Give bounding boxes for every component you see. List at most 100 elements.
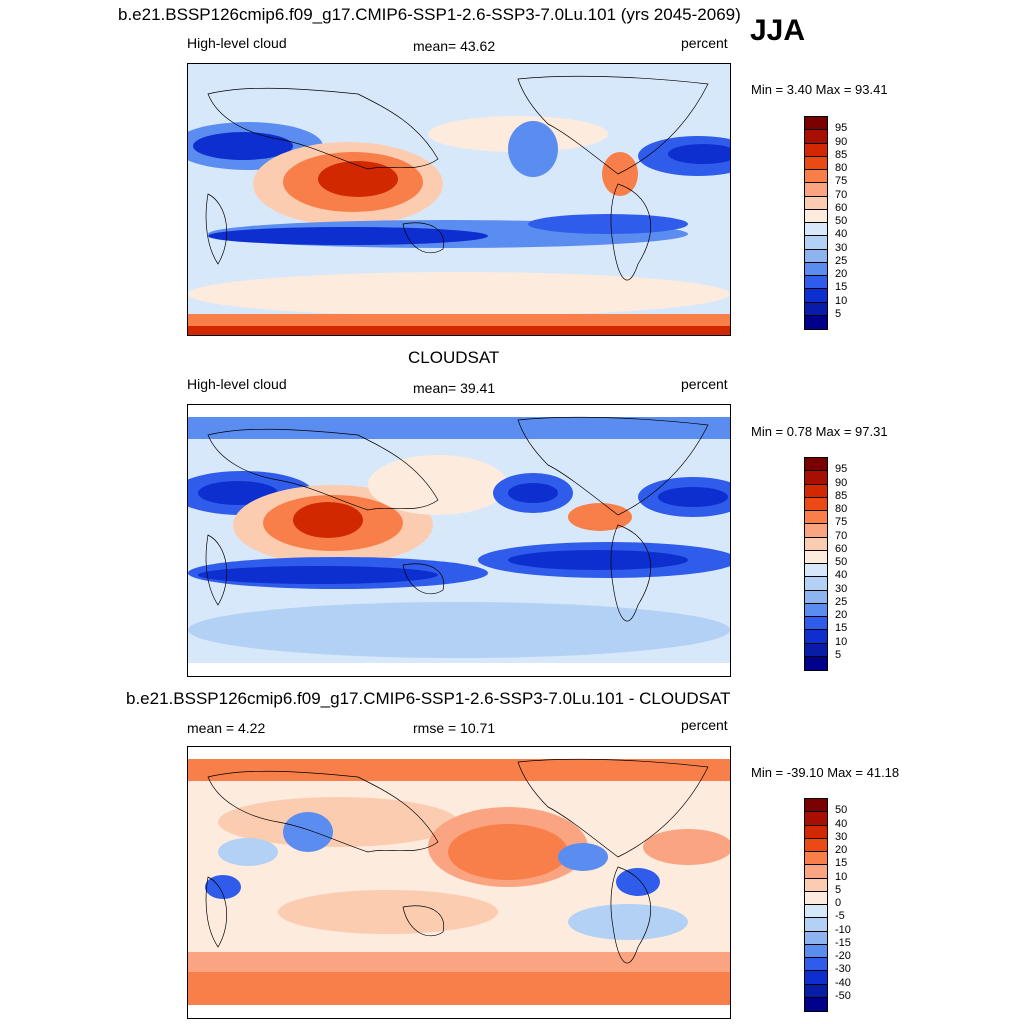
colorbar-swatch	[805, 223, 827, 237]
colorbar-tick-label: 70	[835, 188, 848, 201]
colorbar-tick-label: 90	[835, 135, 848, 148]
colorbar-tick-label: -10	[835, 923, 851, 936]
colorbar-tick-label: 15	[835, 622, 848, 635]
colorbar-swatch	[805, 289, 827, 303]
colorbar-swatch	[805, 984, 827, 998]
panel3-colorbar	[804, 798, 828, 1012]
colorbar-swatch	[805, 617, 827, 631]
colorbar-swatch	[805, 209, 827, 223]
panel2-units-label: percent	[681, 376, 728, 392]
colorbar-tick-label: 20	[835, 609, 848, 621]
colorbar-swatch	[805, 825, 827, 839]
colorbar-tick-label: 40	[835, 569, 848, 582]
colorbar-tick-label: 20	[835, 844, 848, 856]
colorbar-swatch	[805, 997, 827, 1011]
colorbar-swatch	[805, 918, 827, 932]
colorbar-swatch	[805, 799, 827, 813]
colorbar-swatch	[805, 497, 827, 511]
colorbar-tick-label: 80	[835, 503, 848, 515]
colorbar-swatch	[805, 196, 827, 210]
colorbar-tick-label: 75	[835, 516, 848, 529]
panel3-rmse-label: rmse = 10.71	[413, 720, 496, 736]
colorbar-swatch	[805, 550, 827, 564]
panel2-left-label: High-level cloud	[187, 376, 287, 392]
colorbar-tick-label: 5	[835, 883, 842, 896]
colorbar-swatch	[805, 838, 827, 852]
colorbar-tick-label: -40	[835, 976, 851, 989]
colorbar-tick-label: 15	[835, 857, 848, 870]
colorbar-swatch	[805, 537, 827, 551]
colorbar-tick-label: -50	[835, 989, 851, 1002]
panel1-units-label: percent	[681, 35, 728, 51]
panel3-map-field	[188, 758, 730, 1005]
panel2-map-field	[188, 416, 730, 663]
colorbar-swatch	[805, 236, 827, 250]
season-label: JJA	[750, 14, 806, 47]
colorbar-tick-label: 5	[835, 648, 842, 661]
colorbar-tick-label: -20	[835, 950, 851, 962]
colorbar-swatch	[805, 315, 827, 329]
colorbar-swatch	[805, 170, 827, 184]
colorbar-tick-label: -30	[835, 963, 851, 976]
colorbar-swatch	[805, 958, 827, 972]
panel1-map-field	[188, 64, 730, 335]
colorbar-tick-label: 90	[835, 476, 848, 489]
colorbar-swatch	[805, 852, 827, 866]
panel3-units-label: percent	[681, 717, 728, 733]
panel1-title: b.e21.BSSP126cmip6.f09_g17.CMIP6-SSP1-2.…	[118, 5, 741, 24]
colorbar-tick-label: 20	[835, 268, 848, 280]
colorbar-swatch	[805, 130, 827, 144]
colorbar-tick-label: 70	[835, 529, 848, 542]
colorbar-swatch	[805, 931, 827, 945]
colorbar-tick-label: 25	[835, 254, 848, 267]
panel1-mean-label: mean= 43.62	[413, 38, 496, 54]
panel3-title: b.e21.BSSP126cmip6.f09_g17.CMIP6-SSP1-2.…	[126, 689, 731, 708]
colorbar-tick-label: 10	[835, 870, 848, 883]
colorbar-swatch	[805, 656, 827, 670]
panel1-colorbar	[804, 116, 828, 330]
colorbar-tick-label: 5	[835, 307, 842, 320]
colorbar-swatch	[805, 905, 827, 919]
colorbar-swatch	[805, 630, 827, 644]
colorbar-swatch	[805, 944, 827, 958]
panel3-mean-label: mean = 4.22	[187, 720, 266, 736]
panel3-map	[187, 746, 731, 1019]
panel2-colorbar	[804, 457, 828, 671]
colorbar-swatch	[805, 643, 827, 657]
panel1-map	[187, 63, 731, 336]
colorbar-swatch	[805, 564, 827, 578]
colorbar-tick-label: 95	[835, 122, 848, 135]
colorbar-swatch	[805, 812, 827, 826]
colorbar-tick-label: 15	[835, 281, 848, 294]
colorbar-tick-label: 30	[835, 241, 848, 254]
panel1-minmax: Min = 3.40 Max = 93.41	[751, 82, 888, 97]
colorbar-swatch	[805, 865, 827, 879]
colorbar-tick-label: 80	[835, 162, 848, 174]
colorbar-tick-label: 85	[835, 148, 848, 161]
colorbar-swatch	[805, 590, 827, 604]
colorbar-swatch	[805, 276, 827, 290]
colorbar-tick-label: 50	[835, 556, 848, 568]
colorbar-tick-label: 50	[835, 215, 848, 227]
colorbar-tick-label: 40	[835, 228, 848, 241]
colorbar-tick-label: 10	[835, 635, 848, 648]
colorbar-tick-label: -5	[835, 910, 845, 923]
panel2-mean-label: mean= 39.41	[413, 380, 496, 396]
colorbar-swatch	[805, 603, 827, 617]
colorbar-swatch	[805, 484, 827, 498]
colorbar-tick-label: 60	[835, 201, 848, 214]
colorbar-swatch	[805, 891, 827, 905]
colorbar-swatch	[805, 156, 827, 170]
colorbar-tick-label: 95	[835, 463, 848, 476]
panel2-map	[187, 404, 731, 677]
colorbar-swatch	[805, 577, 827, 591]
colorbar-tick-label: 0	[835, 897, 842, 909]
colorbar-swatch	[805, 262, 827, 276]
colorbar-swatch	[805, 471, 827, 485]
colorbar-tick-label: 60	[835, 542, 848, 555]
panel1-left-label: High-level cloud	[187, 35, 287, 51]
panel2-title: CLOUDSAT	[408, 348, 500, 367]
colorbar-tick-label: 50	[835, 804, 848, 817]
colorbar-swatch	[805, 458, 827, 472]
colorbar-tick-label: 25	[835, 595, 848, 608]
